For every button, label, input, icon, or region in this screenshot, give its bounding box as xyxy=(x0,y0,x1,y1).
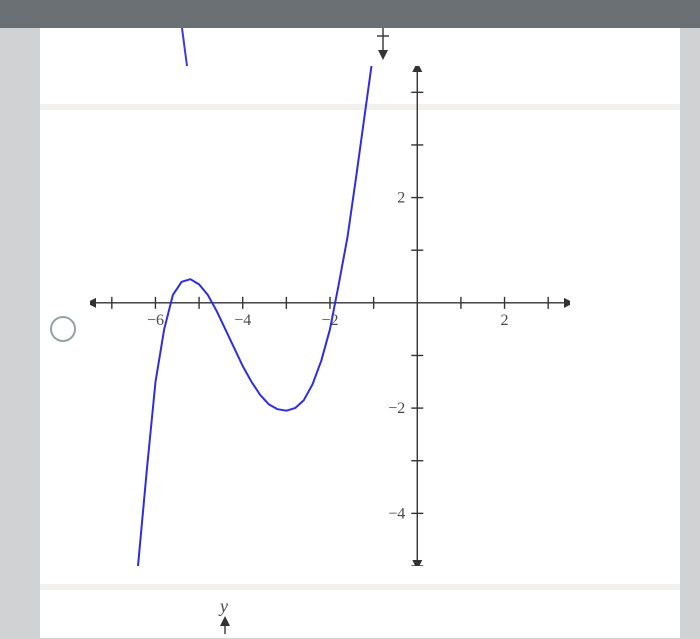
option-radio[interactable] xyxy=(50,316,76,342)
window-topbar xyxy=(0,0,700,28)
main-chart: −6−4−22−4−22xy xyxy=(90,66,570,566)
x-tick-label: −4 xyxy=(234,312,251,329)
y-tick-label: −4 xyxy=(388,505,405,522)
next-y-axis-label: y xyxy=(218,596,228,616)
x-tick-label: 2 xyxy=(501,312,509,329)
y-tick-label: −2 xyxy=(388,400,405,417)
content-page: −6−4−22−4−22xy y xyxy=(40,28,680,638)
next-chart-fragment: y xyxy=(200,594,320,634)
panel-strip-bottom xyxy=(40,590,680,638)
y-tick-label: 2 xyxy=(397,190,405,207)
prev-chart-fragment xyxy=(90,28,570,68)
chart-svg: −6−4−22−4−22xy xyxy=(90,66,570,566)
x-tick-label: −6 xyxy=(147,312,164,329)
